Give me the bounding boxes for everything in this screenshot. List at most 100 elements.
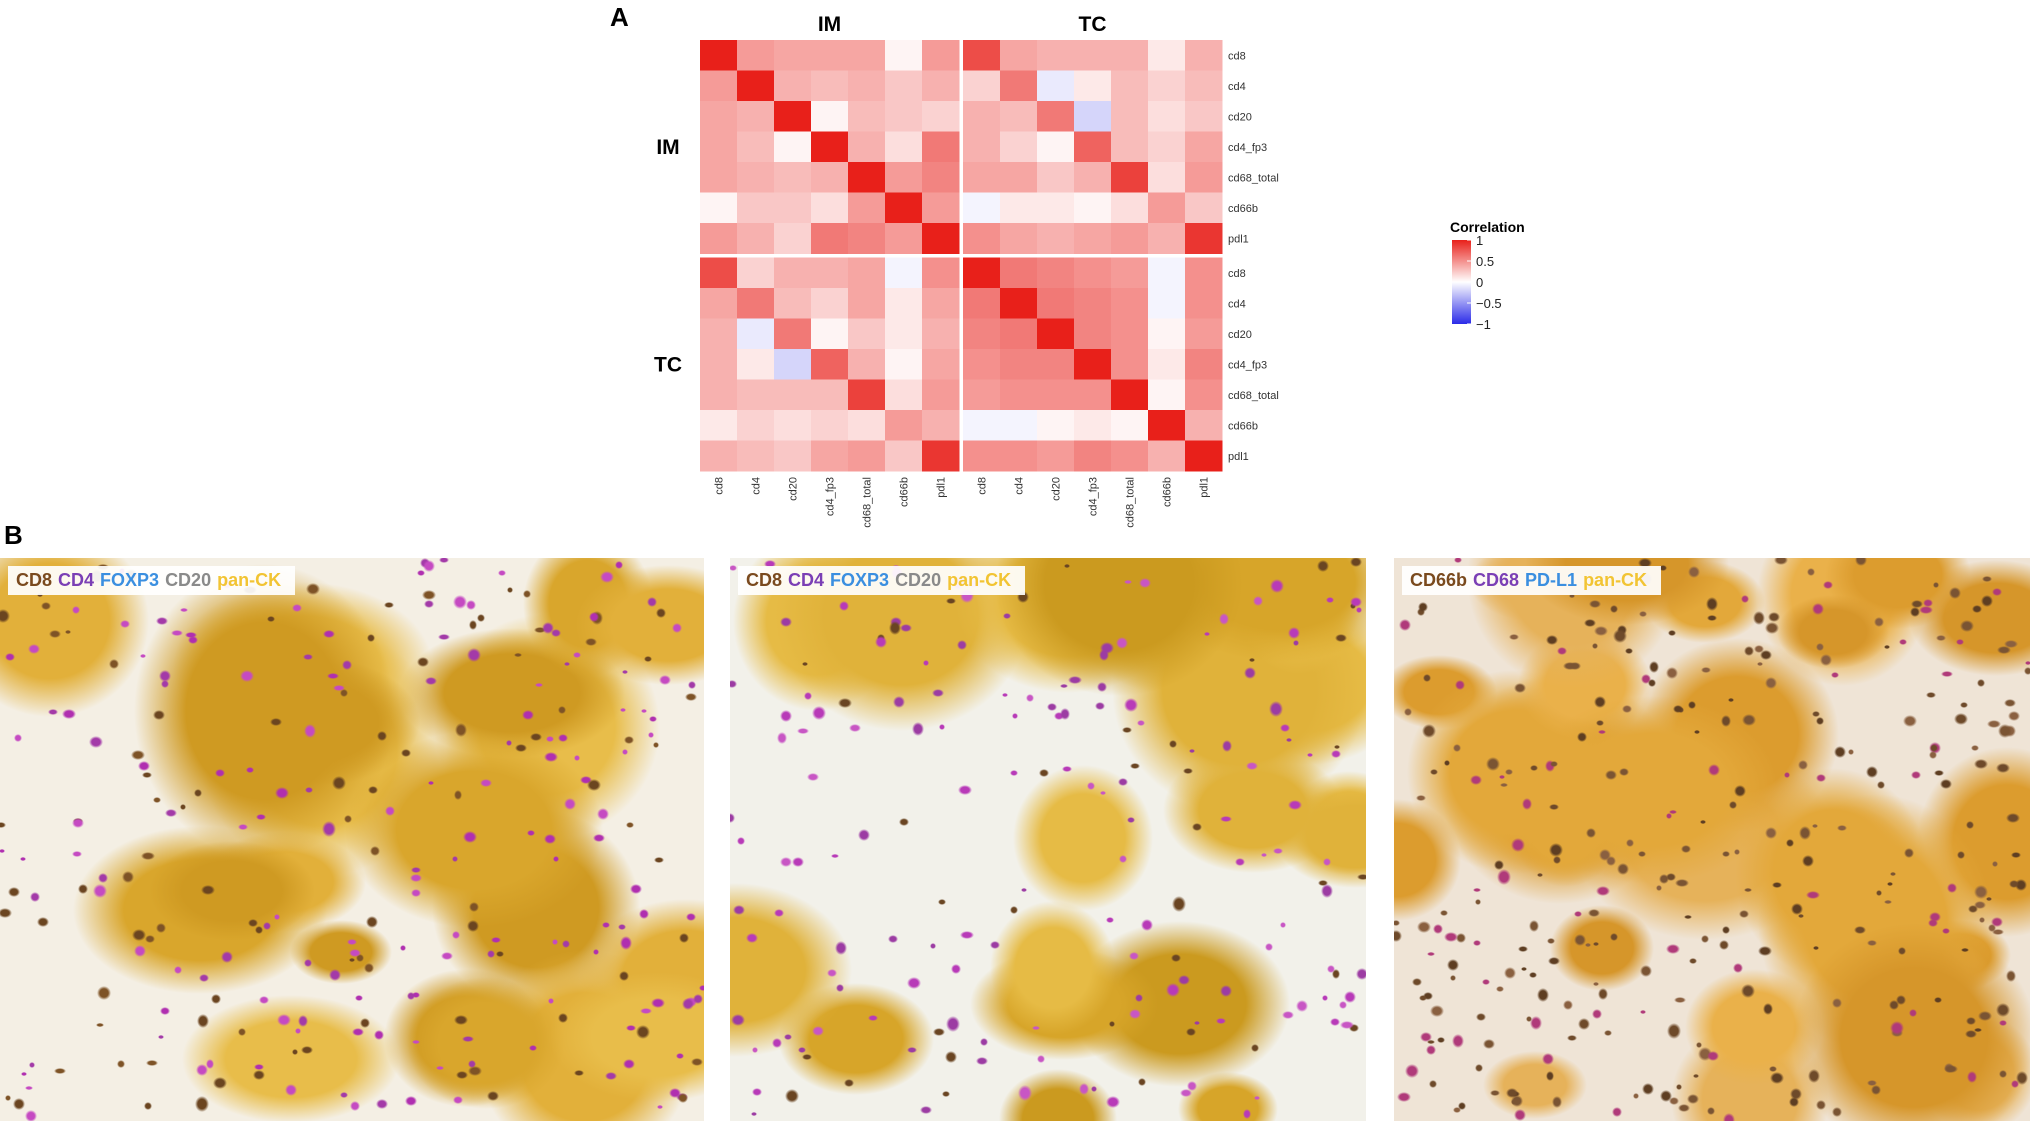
- heatmap-cell: [811, 101, 849, 132]
- stained-tissue-image: [1394, 558, 2030, 1121]
- heatmap-cell: [848, 101, 886, 132]
- row-tick-label: cd68_total: [1228, 172, 1279, 184]
- heatmap-cell: [1074, 288, 1112, 319]
- heatmap-cell: [1037, 70, 1075, 102]
- stain-legend-item: CD20: [165, 570, 212, 590]
- heatmap-cell: [1148, 440, 1186, 472]
- row-tick-label: cd4_fp3: [1228, 359, 1267, 371]
- heatmap-cell: [963, 131, 1001, 163]
- heatmap-cell: [1148, 192, 1186, 224]
- heatmap-cell: [1074, 101, 1112, 132]
- heatmap-cell: [774, 162, 812, 193]
- heatmap-cell: [1000, 257, 1038, 289]
- heatmap-cell: [922, 288, 960, 319]
- heatmap-cell: [1111, 192, 1149, 224]
- heatmap-cell: [1074, 162, 1112, 193]
- heatmap-cell: [737, 440, 775, 472]
- heatmap-cell: [811, 257, 849, 289]
- heatmap-cell: [1000, 349, 1038, 380]
- heatmap-cell: [1111, 410, 1149, 441]
- heatmap-cell: [811, 223, 849, 254]
- heatmap-cell: [1037, 318, 1075, 350]
- row-tick-label: cd20: [1228, 111, 1252, 123]
- stain-legend-item: CD8: [746, 570, 783, 590]
- heatmap-cell: [1000, 379, 1038, 411]
- heatmap-cell: [1185, 257, 1223, 289]
- stain-legend-item: PD-L1: [1525, 570, 1578, 590]
- heatmap-cell: [1111, 379, 1149, 411]
- heatmap-cell: [922, 40, 960, 71]
- stain-legend-item: CD66b: [1410, 570, 1468, 590]
- heatmap-cell: [848, 70, 886, 102]
- heatmap-cell: [885, 101, 923, 132]
- heatmap-cell: [885, 257, 923, 289]
- heatmap-cell: [963, 379, 1001, 411]
- heatmap-cell: [885, 410, 923, 441]
- column-tick-label: cd4_fp3: [825, 477, 837, 516]
- heatmap-cell: [1148, 40, 1186, 71]
- column-tick-label: pdl1: [936, 477, 948, 498]
- heatmap-cell: [774, 101, 812, 132]
- heatmap-cell: [737, 192, 775, 224]
- heatmap-cell: [1111, 440, 1149, 472]
- heatmap-cell: [1185, 318, 1223, 350]
- heatmap-cell: [737, 131, 775, 163]
- heatmap-cell: [700, 70, 738, 102]
- heatmap-cell: [1037, 349, 1075, 380]
- heatmap-cell: [1000, 288, 1038, 319]
- heatmap-cell: [848, 257, 886, 289]
- heatmap-cell: [922, 440, 960, 472]
- heatmap-cell: [811, 318, 849, 350]
- heatmap-cell: [1037, 162, 1075, 193]
- heatmap-cell: [885, 288, 923, 319]
- heatmap-cell: [700, 410, 738, 441]
- column-tick-label: cd66b: [899, 477, 911, 507]
- heatmap-cell: [1185, 131, 1223, 163]
- heatmap-cell: [1037, 223, 1075, 254]
- heatmap-cell: [1074, 318, 1112, 350]
- heatmap-cell: [963, 288, 1001, 319]
- heatmap-cell: [1185, 223, 1223, 254]
- heatmap-cell: [1148, 257, 1186, 289]
- heatmap-cell: [737, 101, 775, 132]
- heatmap-cell: [885, 440, 923, 472]
- heatmap-cell: [963, 440, 1001, 472]
- column-tick-label: cd8: [977, 477, 989, 495]
- column-tick-label: cd66b: [1162, 477, 1174, 507]
- row-tick-label: cd20: [1228, 329, 1252, 341]
- heatmap-cell: [963, 349, 1001, 380]
- heatmap-cell: [1000, 162, 1038, 193]
- micrograph-im-lymphocytes: CD8 CD4 FOXP3 CD20 pan-CK: [0, 558, 704, 1121]
- heatmap-cell: [774, 349, 812, 380]
- heatmap-cell: [1037, 192, 1075, 224]
- heatmap-cell: [700, 192, 738, 224]
- heatmap-cell: [700, 223, 738, 254]
- row-tick-label: cd68_total: [1228, 390, 1279, 402]
- column-tick-label: cd4: [1014, 477, 1026, 495]
- heatmap-cell: [737, 349, 775, 380]
- heatmap-cell: [700, 318, 738, 350]
- heatmap-cell: [1111, 318, 1149, 350]
- heatmap-cell: [1037, 257, 1075, 289]
- heatmap-cell: [737, 223, 775, 254]
- heatmap-cell: [963, 223, 1001, 254]
- heatmap-cell: [848, 440, 886, 472]
- heatmap-cell: [737, 379, 775, 411]
- heatmap-cell: [922, 379, 960, 411]
- column-tick-label: cd4_fp3: [1088, 477, 1100, 516]
- heatmap-cell: [1148, 101, 1186, 132]
- heatmap-cell: [700, 379, 738, 411]
- stain-legend: CD8 CD4 FOXP3 CD20 pan-CK: [738, 566, 1026, 595]
- heatmap-cell: [1037, 379, 1075, 411]
- heatmap-cell: [963, 192, 1001, 224]
- heatmap-cell: [737, 40, 775, 71]
- heatmap-cell: [848, 410, 886, 441]
- heatmap-cell: [1074, 379, 1112, 411]
- column-tick-label: cd20: [788, 477, 800, 501]
- heatmap-cell: [1074, 40, 1112, 71]
- stain-legend-item: FOXP3: [830, 570, 890, 590]
- heatmap-cell: [1037, 40, 1075, 71]
- heatmap-cell: [1185, 440, 1223, 472]
- heatmap-cell: [885, 223, 923, 254]
- heatmap-cell: [774, 70, 812, 102]
